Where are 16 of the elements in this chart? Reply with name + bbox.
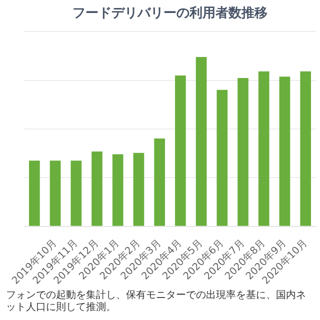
bar xyxy=(29,160,40,226)
bar xyxy=(92,152,102,226)
bar xyxy=(216,90,228,226)
bar xyxy=(279,76,290,226)
text: フォンでの起動を集計し、保有モニターでの出現率を基に、国内ネット人口に則して推測。 xyxy=(6,290,307,314)
bar xyxy=(300,71,311,226)
bar xyxy=(50,160,61,226)
bar xyxy=(175,75,186,226)
chart-title: フードデリバリーの利用者数推移 xyxy=(72,5,268,22)
bar xyxy=(112,154,124,226)
bar xyxy=(196,57,207,226)
bar xyxy=(258,71,270,226)
bar xyxy=(238,78,248,226)
bar xyxy=(70,160,82,226)
bar xyxy=(133,152,144,226)
bar xyxy=(154,138,165,226)
